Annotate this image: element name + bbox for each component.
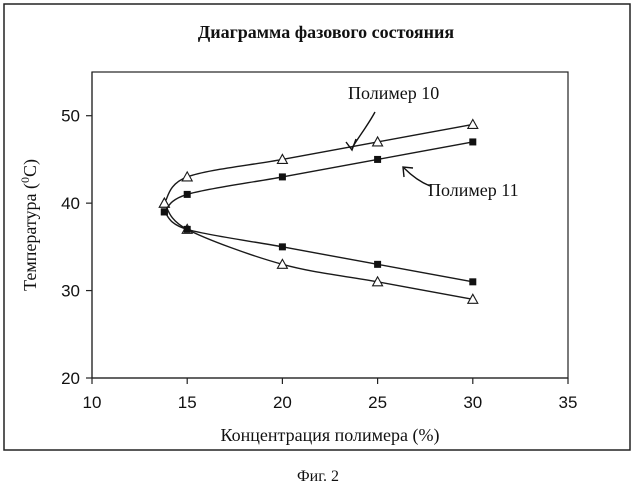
x-tick-label: 35: [559, 393, 578, 412]
series-polymer-11-point: [469, 278, 476, 285]
x-tick-label: 25: [368, 393, 387, 412]
plot-area: [92, 72, 568, 378]
legend-label-polymer-11: Полимер 11: [428, 180, 519, 200]
series-polymer-11-point: [279, 243, 286, 250]
y-tick-label: 50: [61, 107, 80, 126]
legend-label-polymer-10: Полимер 10: [348, 83, 439, 103]
y-axis-label-unit: C): [20, 159, 41, 177]
y-tick-label: 30: [61, 282, 80, 301]
series-polymer-11-point: [469, 138, 476, 145]
x-tick-label: 10: [83, 393, 102, 412]
series-polymer-11-point: [184, 191, 191, 198]
y-axis-label-main: Температура (: [20, 183, 41, 291]
x-tick-label: 15: [178, 393, 197, 412]
series-polymer-11-point: [184, 226, 191, 233]
x-axis-label: Концентрация полимера (%): [221, 425, 440, 446]
x-tick-label: 30: [463, 393, 482, 412]
figure-caption: Фиг. 2: [0, 468, 636, 486]
y-tick-label: 40: [61, 194, 80, 213]
x-tick-label: 20: [273, 393, 292, 412]
y-tick-label: 20: [61, 369, 80, 388]
phase-diagram-figure: Диаграмма фазового состояния 10 15 20 25 30 3…: [0, 0, 636, 500]
series-polymer-11-point: [374, 261, 381, 268]
series-polymer-11-point: [279, 173, 286, 180]
chart-title: Диаграмма фазового состояния: [198, 22, 455, 42]
series-polymer-11-point: [374, 156, 381, 163]
series-polymer-11-point: [161, 208, 168, 215]
